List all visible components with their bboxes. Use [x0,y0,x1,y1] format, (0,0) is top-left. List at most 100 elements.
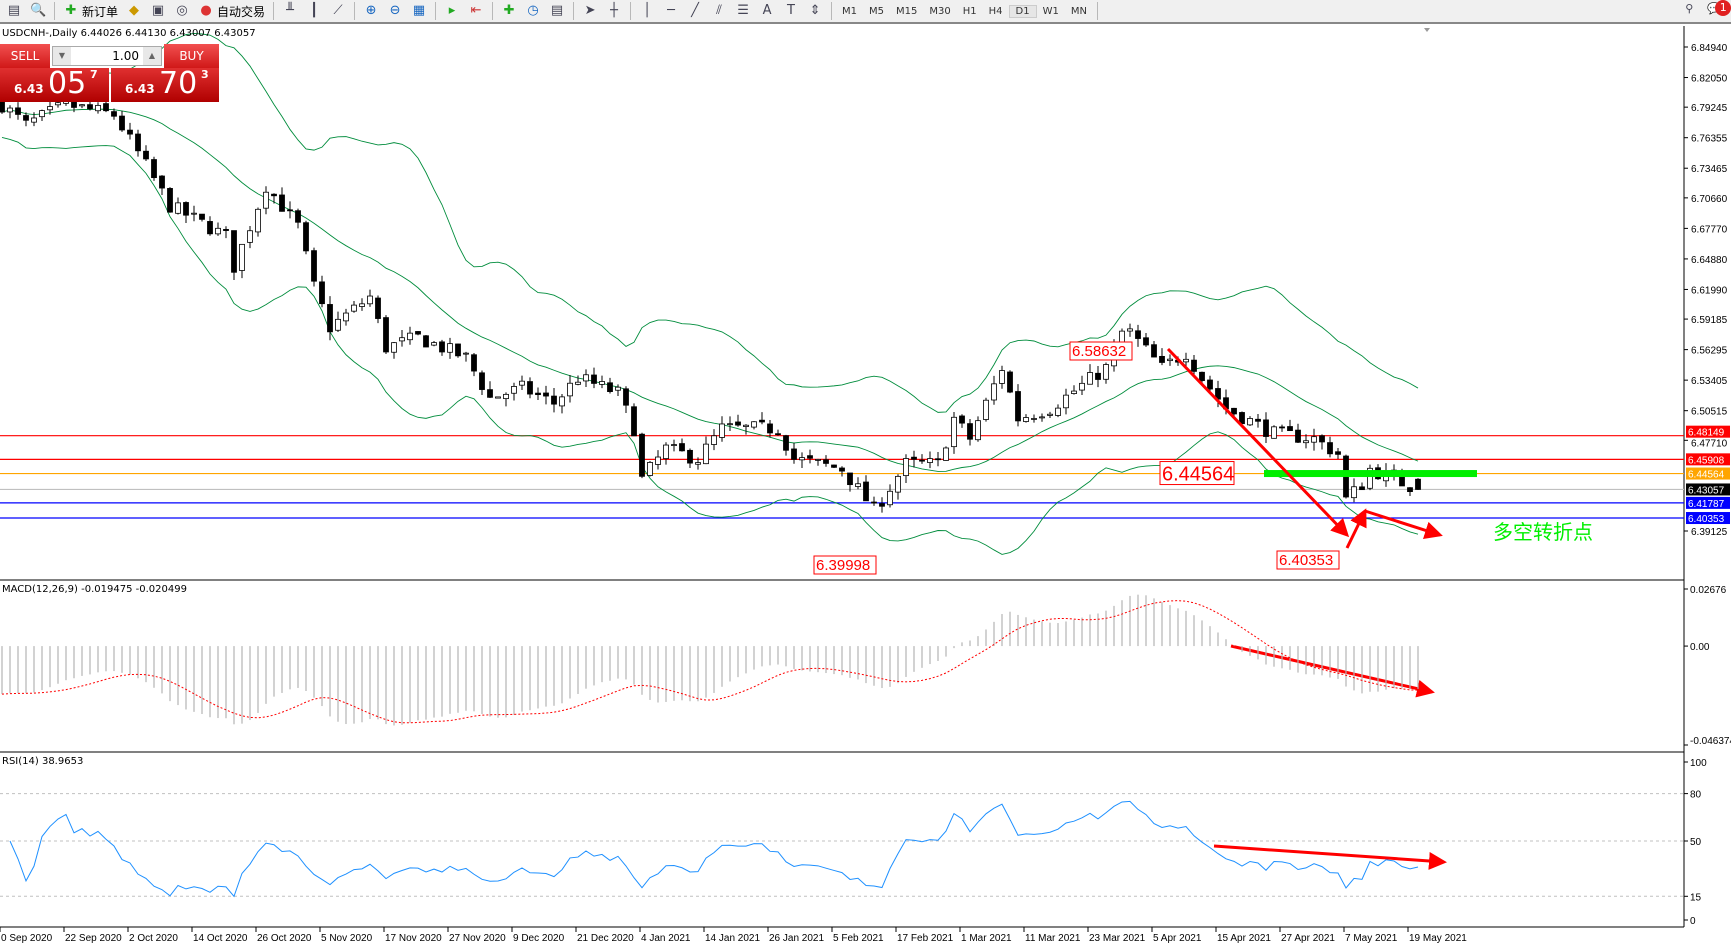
candle [1287,419,1293,432]
sell-button[interactable]: SELL [0,44,50,68]
fibonacci-icon[interactable]: ☰ [737,3,749,18]
market-watch-icon[interactable]: ◆ [129,3,140,18]
navigator-icon[interactable]: ▣ [151,3,165,18]
periods-button[interactable]: ◷ [521,0,545,22]
candle [167,187,173,213]
bear-candle-body [471,354,477,372]
trendline-icon[interactable]: ╱ [691,3,699,18]
buy-price[interactable]: 6.43 70 3 [111,66,219,102]
search-icon[interactable]: ⚲ [1685,2,1694,15]
candle [471,352,477,377]
new-chart-icon[interactable]: ▤ [7,3,21,18]
candle [183,201,189,223]
autoscroll-icon[interactable]: ▸ [448,3,456,18]
templates-icon[interactable]: ▤ [550,3,564,18]
auto-trading-button[interactable]: ● 自动交易 [194,0,269,22]
bear-candle-body [823,459,829,464]
signals-button[interactable]: ◎ [170,0,194,22]
text-label-icon[interactable]: T [787,3,795,18]
new-chart-button[interactable]: ▤ [2,0,26,22]
time-tick-label: 7 May 2021 [1345,933,1398,944]
fibonacci-button[interactable]: ☰ [731,0,755,22]
text-button[interactable]: A [755,0,779,22]
equidistant-channel-icon[interactable]: ⫽ [716,3,722,18]
indicators-button[interactable]: ✚ [497,0,521,22]
periods-icon[interactable]: ◷ [527,3,539,18]
candlestick-button[interactable]: ┃ [302,0,326,22]
period-mn[interactable]: MN [1070,5,1087,17]
price-tick-label: 6.82050 [1691,74,1728,85]
notifications-button[interactable]: 💬 1 [1707,0,1731,16]
period-w1[interactable]: W1 [1042,5,1059,17]
period-d1[interactable]: D1 [1008,4,1037,18]
templates-button[interactable]: ▤ [545,0,569,22]
zoom-out-button[interactable]: ⊖ [383,0,407,22]
period-h4[interactable]: H4 [988,5,1003,17]
bear-candle-body [415,331,421,335]
arrows-button[interactable]: ⇕ [803,0,827,22]
buy-button[interactable]: BUY [164,44,219,68]
vertical-line-button[interactable]: │ [635,0,659,22]
new-order-icon[interactable]: ✚ [65,3,77,18]
zoom-in-button[interactable]: ⊕ [359,0,383,22]
zoom-out-icon[interactable]: ⊖ [389,3,401,18]
sell-price[interactable]: 6.43 05 7 [0,66,109,102]
period-h1[interactable]: H1 [962,5,977,17]
bear-candle-body [1159,355,1165,363]
line-chart-button[interactable]: ⟋ [326,0,350,22]
text-icon[interactable]: A [762,3,772,18]
bar-chart-button[interactable]: ╨ [278,0,302,22]
period-m15[interactable]: M15 [896,5,918,17]
candlestick-icon[interactable]: ┃ [310,3,318,18]
candle [607,377,613,394]
profiles-button[interactable]: 🔍 [26,0,50,22]
zoom-in-icon[interactable]: ⊕ [365,3,377,18]
cursor-button[interactable]: ➤ [578,0,602,22]
candle [1231,407,1237,417]
macd-tick-label: 0.02676 [1690,585,1727,596]
tile-windows-icon[interactable]: ▦ [412,3,426,18]
market-watch-button[interactable]: ◆ [122,0,146,22]
new-order-button[interactable]: ✚ 新订单 [59,0,122,22]
buy-price-fraction: 3 [201,68,209,81]
line-chart-icon[interactable]: ⟋ [333,3,343,18]
rsi-tick-label: 50 [1690,837,1702,848]
increase-lot-button[interactable]: ▲ [143,47,161,65]
lot-size-stepper[interactable]: ▼ 1.00 ▲ [52,46,162,66]
macd-tick-label: 0.00 [1690,642,1710,653]
bar-chart-icon[interactable]: ╨ [286,3,294,18]
indicators-icon[interactable]: ✚ [503,3,515,18]
candle [391,342,397,359]
decrease-lot-button[interactable]: ▼ [53,47,71,65]
lot-size-input[interactable]: 1.00 [112,49,139,63]
candle [1351,478,1357,503]
text-label-button[interactable]: T [779,0,803,22]
auto-trading-icon[interactable]: ● [200,3,212,18]
trendline-button[interactable]: ╱ [683,0,707,22]
bear-candle-body [1335,451,1341,455]
horizontal-line-icon[interactable]: ─ [667,3,675,18]
candle [1159,348,1165,366]
equidistant-channel-button[interactable]: ⫽ [707,0,731,22]
price-level-tag [1686,467,1730,480]
profile-icon[interactable]: 🔍 [30,3,47,18]
crosshair-icon[interactable]: ┼ [610,3,618,18]
candle [599,375,605,389]
period-m1[interactable]: M1 [842,5,858,17]
tile-windows-button[interactable]: ▦ [407,0,431,22]
period-m30[interactable]: M30 [929,5,951,17]
vertical-line-icon[interactable]: │ [643,3,651,18]
crosshair-button[interactable]: ┼ [602,0,626,22]
signals-icon[interactable]: ◎ [176,3,188,18]
navigator-button[interactable]: ▣ [146,0,170,22]
chart-shift-button[interactable]: ⇤ [464,0,488,22]
cursor-icon[interactable]: ➤ [584,3,596,18]
autoscroll-button[interactable]: ▸ [440,0,464,22]
period-m5[interactable]: M5 [869,5,885,17]
arrows-icon[interactable]: ⇕ [809,3,821,18]
chart-window[interactable]: 6.84940 6.82050 6.79245 6.76355 6.73465 6.706… [0,26,1731,944]
candle [1199,371,1205,384]
bull-candle-body [31,117,37,123]
horizontal-line-button[interactable]: ─ [659,0,683,22]
chart-shift-icon[interactable]: ⇤ [470,3,482,18]
